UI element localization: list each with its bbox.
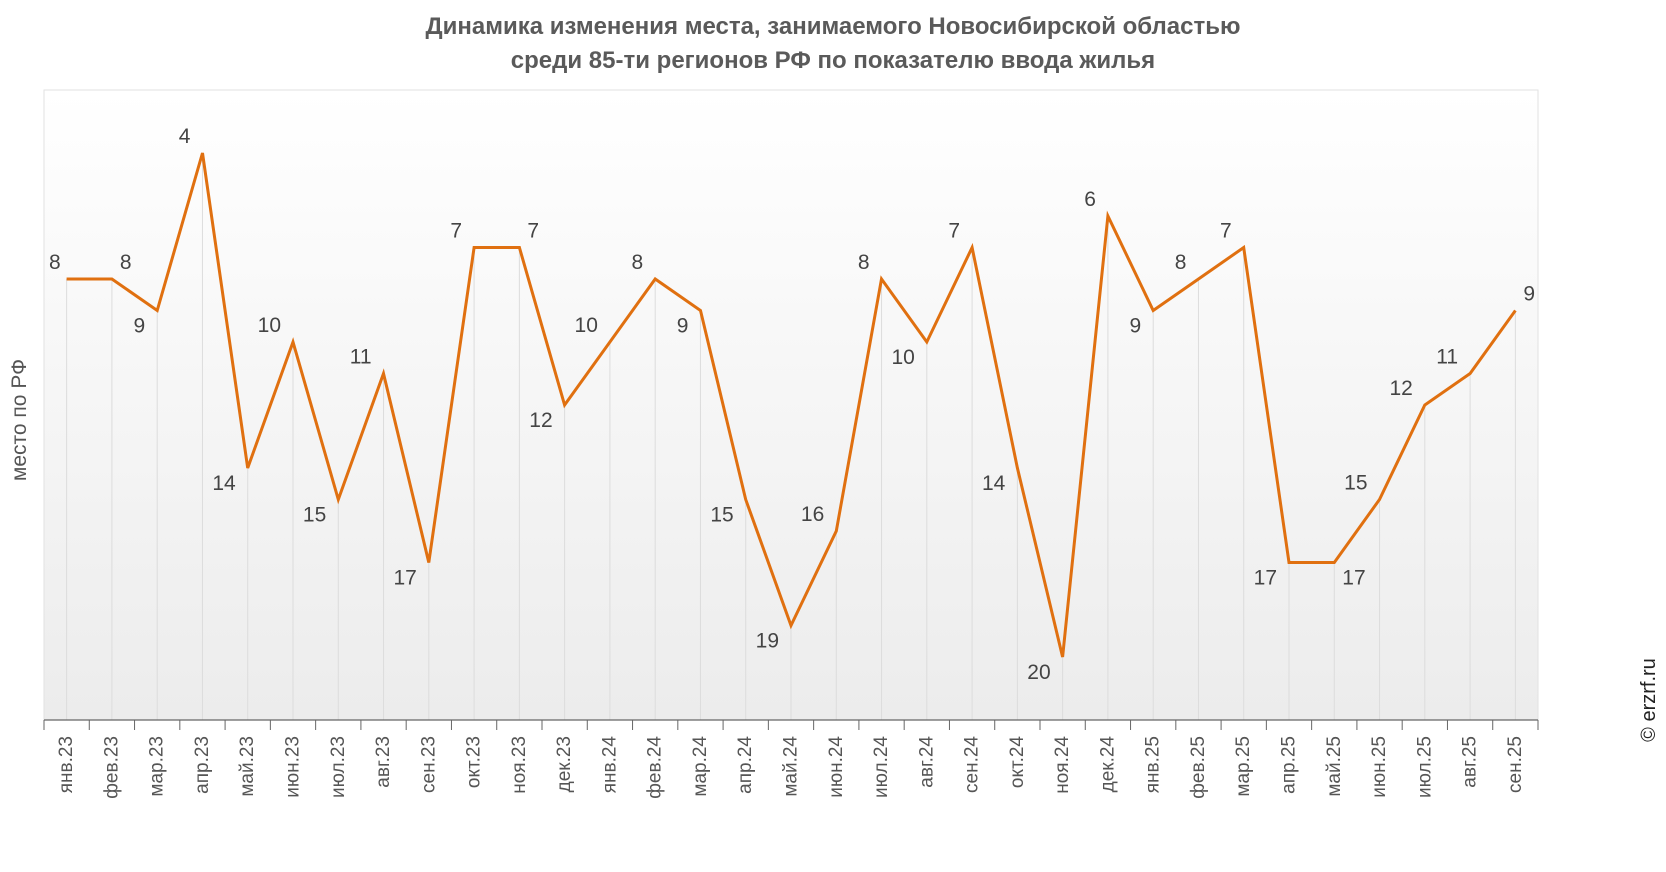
data-label: 12 xyxy=(1389,377,1412,400)
data-label: 7 xyxy=(527,220,539,243)
x-tick-label: фев.24 xyxy=(645,736,666,799)
data-label: 8 xyxy=(49,251,61,274)
data-label: 9 xyxy=(1129,315,1141,338)
x-tick-label: дек.23 xyxy=(554,736,575,792)
data-label: 17 xyxy=(393,567,416,590)
data-label: 9 xyxy=(1523,283,1535,306)
data-label: 10 xyxy=(891,346,914,369)
x-tick-label: июл.23 xyxy=(328,736,349,798)
data-label: 6 xyxy=(1084,188,1096,211)
x-tick-label: июн.25 xyxy=(1369,736,1390,798)
x-tick-label: июн.23 xyxy=(283,736,304,798)
x-tick-label: окт.24 xyxy=(1007,736,1028,789)
x-tick-label: ноя.24 xyxy=(1052,736,1073,794)
x-tick-label: фев.25 xyxy=(1188,736,1209,799)
data-label: 8 xyxy=(1175,251,1187,274)
x-tick-label: июл.25 xyxy=(1414,736,1435,798)
data-label: 15 xyxy=(303,504,326,527)
x-tick-label: сен.23 xyxy=(418,736,439,793)
data-label: 4 xyxy=(179,125,191,148)
data-label: 7 xyxy=(450,220,462,243)
data-label: 9 xyxy=(677,315,689,338)
x-tick-label: янв.23 xyxy=(56,736,77,793)
x-tick-label: мар.23 xyxy=(147,736,168,797)
x-tick-label: май.23 xyxy=(237,736,258,797)
x-tick-label: дек.24 xyxy=(1097,736,1118,793)
data-label: 8 xyxy=(631,251,643,274)
x-tick-label: фев.23 xyxy=(101,736,122,799)
x-tick-label: янв.25 xyxy=(1143,736,1164,793)
data-labels: 8 8 9 4 14 10 15 11 17 7 7 12 10 8 9 15 19 16 8 10 7 14 20 6 9 8 7… xyxy=(49,125,1535,684)
x-tick-label: апр.24 xyxy=(735,736,756,794)
chart-title-line-2: среди 85-ти регионов РФ по показателю вв… xyxy=(510,47,1156,74)
x-tick-label: авг.24 xyxy=(916,736,937,788)
data-label: 9 xyxy=(133,315,145,338)
data-label: 7 xyxy=(948,220,960,243)
x-tick-label: авг.25 xyxy=(1460,736,1481,788)
x-axis-ticks xyxy=(43,720,1539,730)
data-label: 8 xyxy=(858,251,870,274)
data-label: 17 xyxy=(1342,567,1365,590)
x-tick-label: апр.23 xyxy=(192,736,213,794)
x-tick-label: апр.25 xyxy=(1279,736,1300,794)
data-label: 20 xyxy=(1027,661,1050,684)
chart-title-line-1: Динамика изменения места, занимаемого Но… xyxy=(425,13,1241,40)
grid-lines xyxy=(66,153,1516,720)
x-axis-tick-labels: янв.23 фев.23 мар.23 апр.23 май.23 июн.23 июл.… xyxy=(56,736,1526,799)
data-label: 16 xyxy=(801,503,824,526)
data-label: 15 xyxy=(1344,472,1367,495)
x-tick-label: янв.24 xyxy=(599,736,620,794)
x-tick-label: мар.25 xyxy=(1233,736,1254,797)
x-tick-label: июл.24 xyxy=(871,736,892,798)
series-line xyxy=(66,152,1517,658)
data-label: 8 xyxy=(120,251,132,274)
data-label: 12 xyxy=(529,409,552,432)
copyright-text: © erzrf.ru xyxy=(1638,658,1660,742)
data-label: 11 xyxy=(350,346,372,369)
x-tick-label: июн.24 xyxy=(826,736,847,798)
data-label: 10 xyxy=(575,314,598,337)
data-label: 17 xyxy=(1254,567,1277,590)
data-label: 15 xyxy=(710,504,733,527)
data-label: 14 xyxy=(982,472,1006,495)
x-tick-label: сен.24 xyxy=(962,736,983,793)
x-tick-label: май.25 xyxy=(1324,736,1345,797)
x-tick-label: сен.25 xyxy=(1505,736,1526,793)
x-tick-label: мар.24 xyxy=(690,736,711,797)
chart-title: Динамика изменения места, занимаемого Но… xyxy=(0,10,1666,78)
data-label: 11 xyxy=(1436,346,1458,369)
x-tick-label: май.24 xyxy=(781,736,802,797)
data-label: 7 xyxy=(1220,220,1232,243)
x-tick-label: авг.23 xyxy=(373,736,394,788)
data-label: 10 xyxy=(258,314,281,337)
x-tick-label: ноя.23 xyxy=(509,736,530,794)
data-label: 14 xyxy=(212,472,236,495)
data-label: 19 xyxy=(756,630,779,653)
x-tick-label: окт.23 xyxy=(464,736,485,788)
